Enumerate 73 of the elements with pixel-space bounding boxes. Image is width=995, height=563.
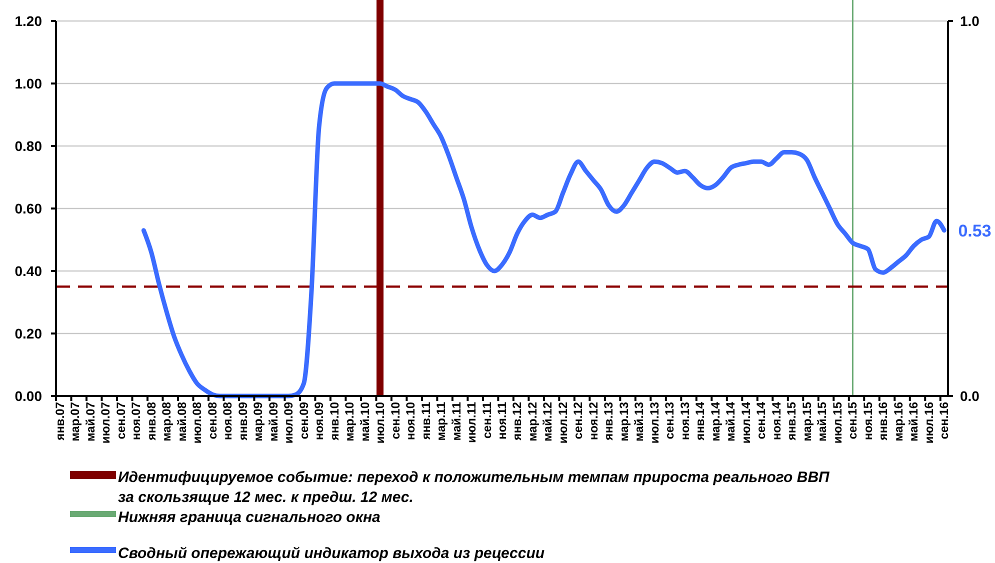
- x-tick-label: май.16: [906, 402, 921, 442]
- x-tick-label: май.13: [632, 402, 646, 442]
- x-tick-label: янв.16: [876, 402, 890, 440]
- x-tick-label: июл.15: [830, 402, 844, 444]
- x-tick-label: сен.14: [754, 402, 768, 440]
- x-tick-label: мар.12: [525, 402, 540, 442]
- x-tick-label: ноя.13: [678, 402, 692, 440]
- x-tick-label: мар.14: [708, 402, 722, 442]
- x-tick-label: янв.15: [784, 402, 799, 440]
- x-tick-label: ноя.11: [495, 402, 509, 440]
- x-tick-label: янв.07: [52, 402, 67, 440]
- legend-label: Сводный опережающий индикатор выхода из рецессии: [118, 545, 545, 562]
- x-tick-label: мар.13: [616, 402, 631, 442]
- x-tick-label: май.12: [540, 402, 555, 442]
- y-tick-label: 0.80: [14, 138, 42, 154]
- legend-label: Нижняя граница сигнального окна: [118, 509, 380, 526]
- x-tick-label: мар.10: [342, 402, 357, 442]
- x-tick-label: ноя.09: [312, 402, 326, 440]
- y2-tick-label: 0.0: [960, 388, 980, 404]
- legend-label: Идентифицируемое событие: переход к положительным темпам прироста реального ВВП за скользящие 12 мес. к предш. 12 мес.: [118, 469, 831, 506]
- x-tick-label: май.07: [83, 402, 98, 442]
- x-tick-label: сен.08: [205, 402, 220, 440]
- x-tick-label: сен.07: [114, 402, 128, 440]
- x-tick-label: июл.09: [282, 402, 296, 444]
- x-tick-label: ноя.14: [769, 402, 784, 440]
- x-tick-label: янв.13: [602, 402, 616, 440]
- x-tick-label: май.11: [449, 402, 464, 441]
- x-tick-label: янв.12: [510, 402, 524, 440]
- x-tick-label: июл.16: [922, 402, 936, 444]
- x-tick-label: июл.10: [373, 402, 388, 444]
- y2-tick-label: 1.0: [960, 13, 980, 29]
- x-tick-label: сен.16: [937, 402, 952, 440]
- y-tick-label: 0.60: [14, 200, 42, 216]
- x-tick-label: ноя.15: [860, 402, 875, 440]
- x-tick-label: май.08: [174, 402, 189, 442]
- y-tick-label: 0.20: [14, 326, 42, 342]
- x-tick-label: мар.09: [251, 402, 266, 442]
- x-tick-label: май.14: [724, 402, 738, 442]
- y-tick-label: 1.20: [14, 13, 42, 29]
- x-tick-label: май.10: [358, 402, 372, 442]
- x-tick-label: ноя.08: [220, 402, 235, 440]
- x-tick-label: янв.09: [236, 402, 250, 440]
- x-tick-label: сен.12: [571, 402, 586, 440]
- x-tick-label: сен.09: [296, 402, 311, 440]
- y-tick-label: 0.00: [14, 388, 42, 404]
- x-tick-label: май.09: [266, 402, 280, 442]
- annotation: 0.53: [958, 221, 992, 240]
- x-tick-label: июл.14: [738, 402, 753, 444]
- x-tick-label: июл.08: [190, 402, 204, 444]
- y-tick-label: 0.40: [14, 263, 42, 279]
- x-tick-label: ноя.10: [404, 402, 418, 440]
- x-tick-label: янв.10: [327, 402, 342, 440]
- x-tick-label: мар.15: [800, 402, 814, 442]
- x-tick-label: янв.08: [144, 402, 158, 440]
- x-tick-label: сен.11: [480, 402, 494, 439]
- x-tick-label: ноя.12: [586, 402, 600, 440]
- x-tick-label: май.15: [815, 402, 830, 442]
- x-tick-label: ноя.07: [129, 402, 144, 440]
- x-tick-label: мар.08: [160, 402, 174, 442]
- x-tick-label: янв.14: [693, 402, 708, 440]
- x-tick-label: июл.12: [556, 402, 570, 444]
- x-tick-label: сен.15: [846, 402, 860, 440]
- x-tick-label: июл.13: [647, 402, 662, 444]
- x-tick-label: сен.10: [388, 402, 402, 440]
- x-tick-label: сен.13: [662, 402, 677, 440]
- x-tick-label: мар.07: [68, 402, 82, 442]
- x-tick-label: июл.11: [464, 402, 479, 443]
- x-tick-label: мар.16: [891, 402, 906, 442]
- x-tick-label: мар.11: [434, 402, 448, 441]
- line-series: [141, 81, 946, 398]
- x-tick-label: июл.07: [98, 402, 113, 444]
- y-tick-label: 1.00: [14, 76, 42, 92]
- x-tick-label: янв.11: [418, 402, 433, 440]
